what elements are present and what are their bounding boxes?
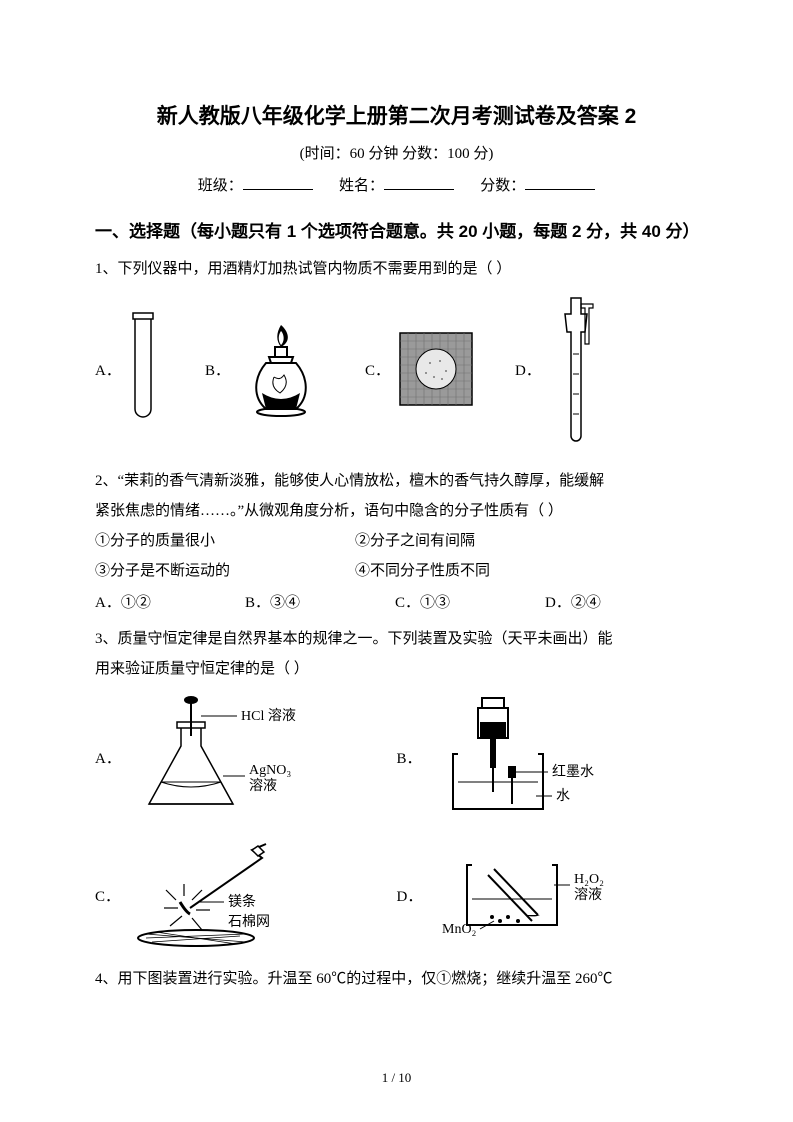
h2o2-label-1: H₂O₂ — [574, 872, 604, 887]
agno3-label-1: AgNO₃ — [249, 763, 291, 778]
question-3-line2: 用来验证质量守恒定律的是（ ） — [95, 654, 698, 684]
agno3-label-2: 溶液 — [249, 778, 277, 794]
q2-opt-b: B．③④ — [245, 588, 395, 618]
test-tube-icon — [127, 309, 159, 429]
q2-opt-a: A．①② — [95, 588, 245, 618]
water-label: 水 — [556, 788, 570, 804]
asbestos-label: 石棉网 — [228, 913, 270, 930]
magnesium-burn-icon: 镁条 石棉网 — [126, 840, 346, 950]
name-label: 姓名： — [339, 178, 384, 194]
question-2-options: A．①② B．③④ C．①③ D．②④ — [95, 588, 698, 618]
q1-opt-b-label: B． — [205, 359, 230, 380]
mno2-label: MnO₂ — [442, 922, 477, 937]
class-label: 班级： — [198, 178, 243, 194]
page-number: 1 / 10 — [0, 1070, 793, 1086]
h2o2-label-2: 溶液 — [574, 887, 602, 903]
question-2-list2: ③分子是不断运动的 ④不同分子性质不同 — [95, 556, 698, 586]
question-1-text: 1、下列仪器中，用酒精灯加热试管内物质不需要用到的是（ ） — [95, 254, 698, 284]
class-blank — [243, 173, 313, 190]
question-2-list1: ①分子的质量很小 ②分子之间有间隔 — [95, 526, 698, 556]
exam-title: 新人教版八年级化学上册第二次月考测试卷及答案 2 — [95, 100, 698, 130]
q2-item-1: ①分子的质量很小 — [95, 526, 355, 556]
question-1-options: A． B． C． — [95, 294, 698, 444]
question-4-text: 4、用下图装置进行实验。升温至 60℃的过程中，仅①燃烧；继续升温至 260℃ — [95, 964, 698, 994]
name-blank — [384, 173, 454, 190]
flask-hcl-icon: HCl 溶液 AgNO₃ 溶液 — [127, 692, 327, 822]
question-3-line1: 3、质量守恒定律是自然界基本的规律之一。下列装置及实验（天平未画出）能 — [95, 624, 698, 654]
mg-label: 镁条 — [228, 893, 256, 910]
question-2-line2: 紧张焦虑的情绪……。”从微观角度分析，语句中隐含的分子性质有（ ） — [95, 496, 698, 526]
score-label: 分数： — [480, 178, 525, 194]
exam-subtitle: (时间：60 分钟 分数：100 分) — [95, 142, 698, 163]
beaker-syringe-icon: 红墨水 水 — [428, 692, 648, 822]
q1-opt-c-label: C． — [365, 359, 390, 380]
beaker-h2o2-icon: H₂O₂ 溶液 MnO₂ — [428, 845, 648, 945]
q3-opt-d-label: D． — [397, 885, 423, 906]
q3-opt-c-label: C． — [95, 885, 120, 906]
question-2-line1: 2、“茉莉的香气清新淡雅，能够使人心情放松，檀木的香气持久醇厚，能缓解 — [95, 466, 698, 496]
q1-opt-d-label: D． — [515, 359, 541, 380]
q1-opt-a-label: A． — [95, 359, 121, 380]
question-3-options: A． HCl 溶液 AgNO₃ 溶液 B． — [95, 692, 698, 950]
q2-item-2: ②分子之间有间隔 — [355, 526, 475, 556]
q2-opt-c: C．①③ — [395, 588, 545, 618]
alcohol-lamp-icon — [236, 319, 326, 419]
section-1-heading: 一、选择题（每小题只有 1 个选项符合题意。共 20 小题，每题 2 分，共 4… — [95, 213, 698, 250]
redink-label: 红墨水 — [552, 764, 594, 780]
wire-gauze-icon — [396, 329, 476, 409]
q2-item-3: ③分子是不断运动的 — [95, 556, 355, 586]
student-info-line: 班级： 姓名： 分数： — [95, 173, 698, 195]
q2-opt-d: D．②④ — [545, 588, 695, 618]
q3-opt-b-label: B． — [397, 747, 422, 768]
q3-opt-a-label: A． — [95, 747, 121, 768]
hcl-label: HCl 溶液 — [241, 708, 296, 724]
q2-item-4: ④不同分子性质不同 — [355, 556, 490, 586]
exam-page: 新人教版八年级化学上册第二次月考测试卷及答案 2 (时间：60 分钟 分数：10… — [0, 0, 793, 1122]
score-blank — [525, 173, 595, 190]
clamp-icon — [547, 294, 607, 444]
